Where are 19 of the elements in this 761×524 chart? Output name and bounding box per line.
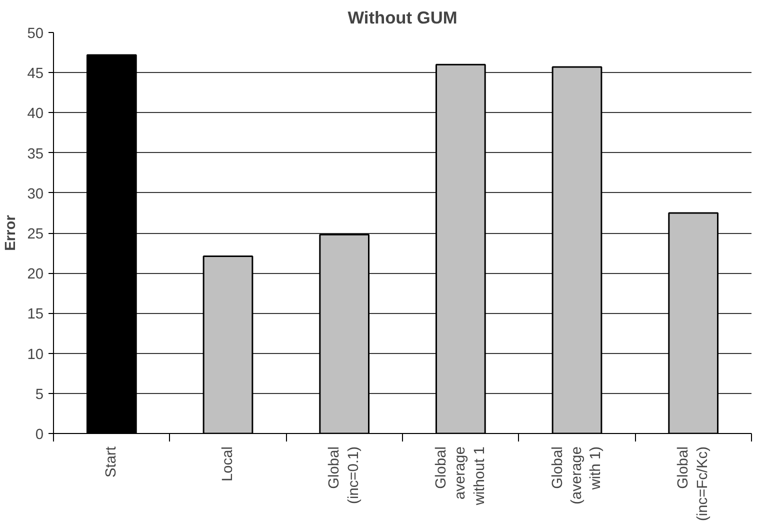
x-tick-label: Global (average with 1) [550,446,604,504]
y-tick-label: 15 [27,306,44,323]
y-tick-label: 5 [35,386,44,403]
y-tick-label: 30 [27,186,44,202]
y-tick-label: 35 [27,146,44,162]
y-tick-label: 0 [35,427,44,443]
y-tick-label: 20 [27,266,44,283]
y-tick-label: 10 [27,346,44,363]
x-tick-label: Global (inc=0.1) [326,446,362,504]
x-tick-label: Global average without 1 [433,446,488,506]
y-axis-title: Error [3,214,20,251]
y-tick-label: 45 [27,66,44,82]
chart-title: Without GUM [348,8,458,28]
y-tick-label: 25 [27,226,44,242]
y-tick-label: 40 [27,106,44,122]
x-tick-label: Local [220,446,236,482]
y-tick-label: 50 [27,26,44,42]
x-tick-label: Global (inc=Fc/Kc) [676,446,711,522]
x-tick-label: Start [104,446,120,478]
